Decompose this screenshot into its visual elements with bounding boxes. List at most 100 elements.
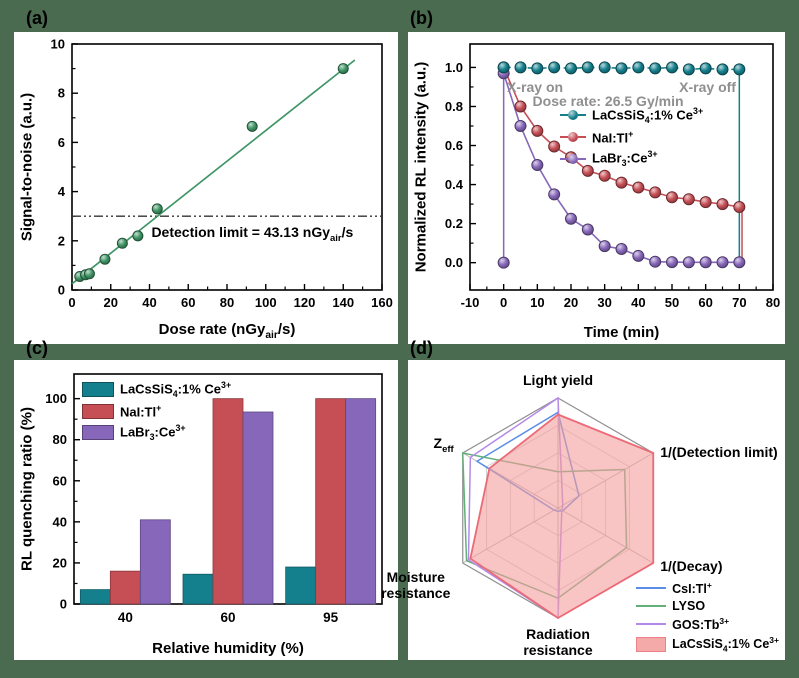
svg-text:80: 80 — [220, 295, 234, 310]
annotation-x-ray-off: X-ray off — [679, 78, 736, 95]
svg-text:95: 95 — [323, 610, 339, 625]
legend-color-swatch — [82, 425, 114, 441]
panel-d-radar-chart: Light yield 1/(Detection limit) 1/(Decay) R… — [381, 360, 785, 660]
legend-fill-swatch — [636, 637, 667, 653]
legend-label: LaCsSiS4:1% Ce3+ — [592, 106, 704, 125]
legend-line-swatch — [636, 623, 667, 626]
legend-label: NaI:Tl+ — [120, 402, 162, 420]
svg-text:100: 100 — [255, 295, 277, 310]
svg-text:20: 20 — [53, 555, 67, 570]
svg-text:4: 4 — [58, 184, 66, 199]
panel-label-c: (c) — [26, 338, 48, 358]
svg-text:2: 2 — [58, 233, 65, 248]
legend-color-swatch — [82, 381, 114, 397]
legend-item: LaCsSiS4:1% Ce3+ — [560, 106, 703, 125]
legend-item: NaI:Tl+ — [560, 129, 703, 145]
y-axis-label: Normalized RL intensity (a.u.) — [412, 61, 430, 273]
radar-axis-label-3: Radiation resistance — [523, 626, 593, 659]
svg-text:60: 60 — [220, 610, 235, 625]
y-axis-label: RL quenching ratio (%) — [18, 407, 36, 571]
svg-text:0: 0 — [68, 295, 75, 310]
svg-text:20: 20 — [564, 295, 578, 310]
legend-item: GOS:Tb3+ — [636, 616, 779, 632]
legend-line-marker-swatch — [560, 132, 586, 143]
svg-text:6: 6 — [58, 135, 65, 150]
legend-label: LYSO — [672, 599, 706, 614]
svg-text:60: 60 — [698, 295, 712, 310]
legend-label: LaCsSiS4:1% Ce3+ — [120, 380, 232, 399]
legend-item: LaBr3:Ce3+ — [82, 423, 231, 442]
annotation-x-ray-on: X-ray on — [507, 78, 564, 95]
svg-text:100: 100 — [45, 391, 67, 406]
svg-text:10: 10 — [530, 295, 544, 310]
svg-text:8: 8 — [58, 86, 65, 101]
svg-text:80: 80 — [766, 295, 780, 310]
legend-color-swatch — [82, 403, 114, 419]
svg-text:40: 40 — [118, 610, 133, 625]
svg-text:140: 140 — [332, 295, 354, 310]
svg-text:40: 40 — [53, 514, 67, 529]
legend-item: CsI:Tl+ — [636, 580, 779, 596]
legend-line-swatch — [636, 587, 667, 590]
svg-text:0.2: 0.2 — [445, 216, 463, 231]
bar-legend: LaCsSiS4:1% Ce3+ NaI:Tl+ LaBr3:Ce3+ — [82, 380, 231, 442]
svg-text:50: 50 — [665, 295, 679, 310]
legend-line-swatch — [636, 605, 667, 608]
radar-axis-label-0: Light yield — [523, 372, 593, 388]
detection-limit-annotation: Detection limit = 43.13 nGyair/s — [151, 224, 354, 245]
radar-axis-label-4: Moisture resistance — [381, 569, 451, 602]
legend-label: LaBr3:Ce3+ — [592, 149, 658, 169]
svg-text:-10: -10 — [461, 295, 480, 310]
svg-text:60: 60 — [181, 295, 195, 310]
svg-text:0: 0 — [58, 283, 65, 298]
legend-item: LaCsSiS4:1% Ce3+ — [636, 635, 779, 654]
decay-plot-svg: -10 0 10 20 30 40 50 60 70 80 0.0 0.2 0.4 0.6 0.8 1.0 — [445, 43, 780, 310]
svg-text:1.0: 1.0 — [445, 60, 463, 75]
svg-text:20: 20 — [104, 295, 118, 310]
legend-line-marker-swatch — [560, 153, 586, 164]
legend-item: LaCsSiS4:1% Ce3+ — [82, 380, 231, 399]
x-axis-label: Time (min) — [583, 324, 660, 341]
legend-label: GOS:Tb3+ — [672, 616, 730, 633]
svg-text:120: 120 — [294, 295, 316, 310]
legend-item: LaBr3:Ce3+ — [560, 149, 703, 168]
radar-axis-label-2: 1/(Decay) — [660, 558, 723, 574]
panel-b-rl-decay-chart: -10 0 10 20 30 40 50 60 70 80 0.0 0.2 0.4 0.6 0.8 1.0 X-… — [408, 32, 785, 344]
svg-text:0: 0 — [60, 597, 67, 612]
legend-label: CsI:Tl+ — [672, 580, 712, 597]
panel-c-humidity-bar-chart: 0 20 40 60 80 100 40 60 95 LaCsSiS4:1% Ce3+ NaI:Tl… — [14, 360, 398, 660]
bar-chart-svg: 0 20 40 60 80 100 40 60 95 — [45, 373, 383, 625]
x-axis-label: Relative humidity (%) — [152, 640, 304, 657]
legend-item: NaI:Tl+ — [82, 403, 231, 419]
svg-text:80: 80 — [53, 432, 67, 447]
legend-label: LaBr3:Ce3+ — [120, 423, 186, 443]
radar-chart-svg — [461, 396, 655, 620]
radar-legend: CsI:Tl+ LYSO GOS:Tb3+ LaCsSiS4:1% Ce3+ — [636, 580, 779, 654]
svg-text:0.6: 0.6 — [445, 138, 463, 153]
panel-label-b: (b) — [410, 8, 433, 28]
svg-text:10: 10 — [51, 37, 65, 52]
x-axis-label: Dose rate (nGyair/s) — [158, 321, 296, 341]
panel-a-dose-response-chart: 0 20 40 60 80 100 120 140 160 0 2 4 6 8 10 Detection li… — [14, 32, 398, 344]
svg-text:70: 70 — [732, 295, 746, 310]
legend-line-marker-swatch — [560, 110, 586, 121]
panel-label-a: (a) — [26, 8, 48, 28]
radar-axis-label-1: 1/(Detection limit) — [660, 444, 778, 460]
decay-legend: LaCsSiS4:1% Ce3+ NaI:Tl+ LaBr3:Ce3+ — [560, 106, 703, 168]
y-axis-label: Signal-to-noise (a.u.) — [18, 92, 36, 242]
svg-text:0: 0 — [500, 295, 507, 310]
radar-axis-label-5: Zeff — [433, 435, 454, 455]
svg-text:40: 40 — [142, 295, 156, 310]
svg-text:160: 160 — [371, 295, 393, 310]
panel-label-d: (d) — [410, 338, 433, 358]
svg-text:30: 30 — [597, 295, 611, 310]
svg-text:0.0: 0.0 — [445, 255, 463, 270]
svg-text:60: 60 — [53, 473, 67, 488]
legend-item: LYSO — [636, 599, 779, 613]
legend-label: LaCsSiS4:1% Ce3+ — [672, 635, 779, 654]
svg-text:0.8: 0.8 — [445, 99, 463, 114]
legend-label: NaI:Tl+ — [592, 128, 634, 146]
annotation-dose-rate-26-5-gy-min: Dose rate: 26.5 Gy/min — [532, 92, 684, 109]
scatter-plot-svg: 0 20 40 60 80 100 120 140 160 0 2 4 6 8 10 — [51, 37, 393, 311]
